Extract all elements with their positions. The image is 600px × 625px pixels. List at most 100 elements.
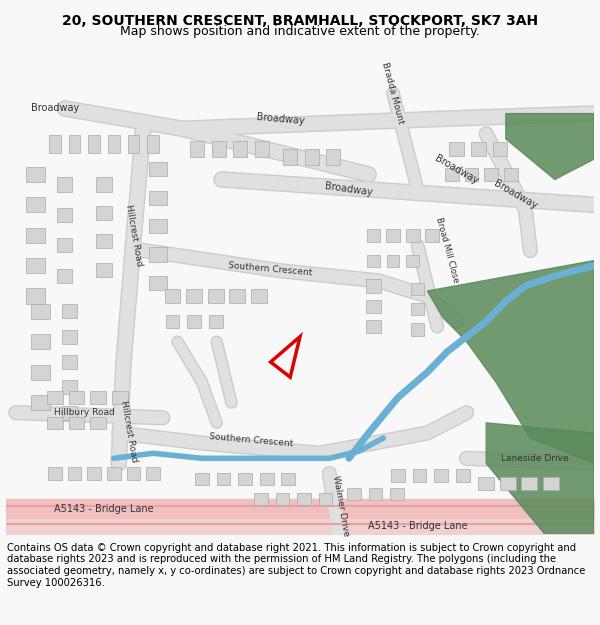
Bar [411,283,424,295]
Text: Broadway: Broadway [433,153,480,186]
Bar [411,324,424,336]
Bar [127,468,140,479]
Bar [49,135,61,153]
Text: Contains OS data © Crown copyright and database right 2021. This information is : Contains OS data © Crown copyright and d… [7,542,586,588]
Bar [365,299,382,312]
Bar [90,417,106,429]
Bar [406,254,419,267]
Bar [62,380,77,394]
Bar [190,141,204,157]
Bar [386,229,400,242]
Bar [112,391,128,404]
Bar [229,289,245,303]
Bar [471,142,486,156]
Bar [69,417,85,429]
Text: A5143 - Bridge Lane: A5143 - Bridge Lane [368,521,467,531]
Bar [187,315,201,328]
Bar [254,492,268,505]
Bar [96,177,112,192]
Text: Broadway: Broadway [31,104,79,114]
Bar [504,168,518,181]
Polygon shape [486,423,594,534]
Bar [26,167,45,182]
Bar [146,468,160,479]
Bar [425,229,439,242]
Bar [406,229,419,242]
Bar [108,135,119,153]
Bar [165,289,181,303]
Bar [391,469,405,482]
Bar [238,472,252,485]
Bar [47,391,63,404]
Bar [149,191,167,205]
Bar [69,391,85,404]
Bar [367,229,380,242]
Bar [390,488,404,500]
Text: 20, SOUTHERN CRESCENT, BRAMHALL, STOCKPORT, SK7 3AH: 20, SOUTHERN CRESCENT, BRAMHALL, STOCKPO… [62,14,538,28]
Bar [58,269,72,283]
Bar [365,279,382,292]
Bar [62,406,77,420]
Text: Southern Crescent: Southern Crescent [228,261,313,277]
Text: Bradda Mount: Bradda Mount [380,61,406,125]
Bar [456,469,470,482]
Bar [58,177,72,192]
Text: Hillcrest Road: Hillcrest Road [119,399,139,462]
Bar [260,472,274,485]
Bar [233,141,247,157]
Bar [297,492,311,505]
Bar [445,168,459,181]
Bar [464,168,478,181]
Bar [305,149,319,165]
Bar [347,488,361,500]
Text: Map shows position and indicative extent of the property.: Map shows position and indicative extent… [120,25,480,38]
Text: Broadway: Broadway [256,111,305,126]
Bar [493,142,507,156]
Bar [96,234,112,248]
Bar [283,149,297,165]
Bar [69,135,80,153]
Bar [62,355,77,369]
Bar [208,289,224,303]
Bar [26,289,45,304]
Text: Broadway: Broadway [492,178,539,211]
Bar [149,276,167,290]
Bar [500,477,515,490]
Bar [255,141,269,157]
Bar [62,304,77,318]
Bar [26,258,45,273]
Bar [96,206,112,220]
Text: Laneside Drive: Laneside Drive [502,454,569,463]
Bar [319,492,332,505]
Bar [212,141,226,157]
Bar [58,208,72,222]
Bar [90,391,106,404]
Bar [434,469,448,482]
Bar [166,315,179,328]
Text: Broad Mill Close: Broad Mill Close [434,217,460,284]
Bar [96,262,112,277]
Text: Broadway: Broadway [325,181,374,198]
Bar [149,162,167,176]
Bar [365,320,382,333]
Bar [62,329,77,344]
Bar [48,468,62,479]
Bar [543,477,559,490]
Bar [209,315,223,328]
Bar [413,469,427,482]
Bar [88,468,101,479]
Bar [26,198,45,212]
Bar [449,142,464,156]
Bar [128,135,139,153]
Bar [217,472,230,485]
Bar [31,395,50,410]
Text: Walmer Drive: Walmer Drive [331,475,351,537]
Text: Hillcrest Road: Hillcrest Road [124,204,143,267]
Bar [484,168,498,181]
Bar [31,364,50,380]
Polygon shape [506,114,594,179]
Bar [368,488,382,500]
Bar [149,248,167,262]
Bar [187,289,202,303]
Bar [149,219,167,233]
